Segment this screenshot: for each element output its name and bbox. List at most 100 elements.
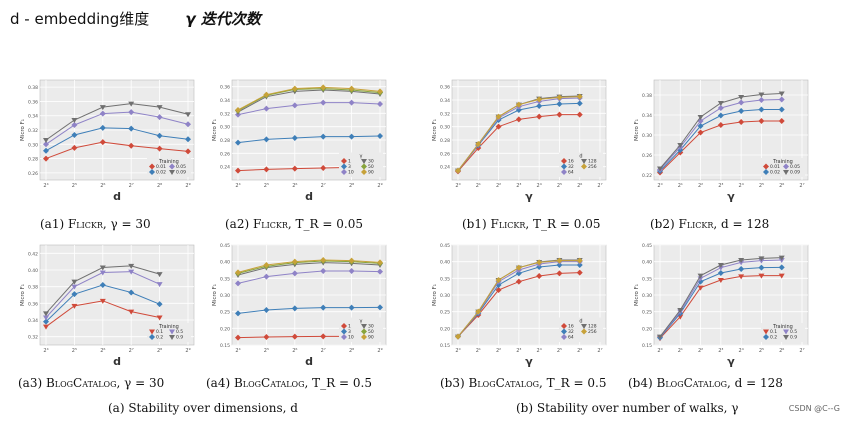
data-point xyxy=(677,314,684,320)
legend-marker xyxy=(341,163,347,170)
y-tick-label: 0.30 xyxy=(440,293,450,299)
x-tick-label: 2¹ xyxy=(476,348,481,354)
chart-svg-b3: 0.15 0.20 0.25 0.30 0.35 0.40 0.45 2⁰ 2¹ 2² 2³ 2⁴ 2⁵… xyxy=(432,243,607,368)
legend-label: 128 xyxy=(588,324,597,330)
data-point xyxy=(263,166,270,173)
data-point xyxy=(235,280,241,287)
x-tick-label: 2⁸ xyxy=(157,183,162,189)
legend-marker xyxy=(581,328,587,335)
data-point xyxy=(576,269,583,276)
legend-label: 10 xyxy=(348,335,354,341)
data-point xyxy=(717,265,724,271)
y-tick-label: 0.20 xyxy=(642,326,652,332)
y-tick-label: 0.34 xyxy=(220,98,230,104)
data-point xyxy=(156,132,163,139)
x-tick-label: 2⁴ xyxy=(537,348,542,354)
legend-label: 16 xyxy=(568,159,574,165)
legend-marker xyxy=(581,163,587,170)
data-point xyxy=(235,139,241,146)
x-tick-label: 2⁴ xyxy=(43,348,48,354)
data-point xyxy=(320,257,327,263)
y-tick-label: 0.40 xyxy=(28,268,38,274)
y-axis-label: Micro F₁ xyxy=(212,284,218,306)
chart-svg-b1: 0.24 0.26 0.28 0.30 0.32 0.34 0.36 2⁰ 2¹ 2² 2³ 2⁴ 2⁵… xyxy=(432,79,607,203)
data-point xyxy=(99,139,106,146)
data-point xyxy=(495,113,502,120)
x-tick-label: 2⁴ xyxy=(739,183,744,189)
legend-label: 32 xyxy=(568,164,574,170)
y-tick-label: 0.15 xyxy=(642,343,652,349)
legend-title: Training xyxy=(158,159,179,165)
data-point xyxy=(43,155,49,162)
x-tick-label: 2⁶ xyxy=(577,348,582,354)
x-tick-label: 2⁷ xyxy=(597,348,602,354)
legend-title: Training xyxy=(772,324,793,330)
y-tick-label: 0.24 xyxy=(440,165,450,171)
y-tick-label: 0.24 xyxy=(220,165,230,171)
data-point xyxy=(235,269,241,276)
legend xyxy=(761,323,805,342)
data-point xyxy=(43,324,49,330)
data-point xyxy=(377,133,383,139)
series-line-90 xyxy=(237,86,381,111)
data-point xyxy=(43,147,49,154)
data-point xyxy=(291,85,298,92)
data-point xyxy=(377,268,383,275)
data-point xyxy=(235,334,241,341)
legend xyxy=(761,158,805,177)
legend-label: 0.9 xyxy=(790,335,797,341)
series-line-3 xyxy=(237,135,381,144)
x-tick-label: 2⁶ xyxy=(779,348,784,354)
y-tick-label: 0.45 xyxy=(642,243,652,249)
legend-label: 256 xyxy=(588,329,597,335)
x-tick-label: 2⁹ xyxy=(377,183,382,189)
data-point xyxy=(778,264,785,271)
data-point xyxy=(377,304,383,311)
data-point xyxy=(291,102,298,109)
x-tick-label: 2¹ xyxy=(476,183,481,189)
chart-a2: 0.24 0.26 0.28 0.30 0.32 0.34 0.36 2⁴ 2⁵ 2⁶ 2⁷ 2⁸ 2⁹… xyxy=(210,72,392,204)
y-tick-label: 0.38 xyxy=(642,93,652,99)
data-point xyxy=(71,132,78,138)
data-point xyxy=(455,167,461,174)
data-point xyxy=(758,264,765,271)
x-tick-label: 2⁷ xyxy=(321,348,326,354)
data-point xyxy=(778,91,785,97)
series-line-30 xyxy=(237,262,381,276)
chart-b4: 0.15 0.20 0.25 0.30 0.35 0.40 0.45 2⁰ 2¹ 2² 2³ 2⁴ 2⁵… xyxy=(632,237,814,369)
y-tick-label: 0.40 xyxy=(220,260,230,266)
data-point xyxy=(556,111,563,118)
data-point xyxy=(185,112,191,118)
series-line-90 xyxy=(237,259,381,273)
series-line-0.09 xyxy=(45,103,189,141)
y-tick-label: 0.36 xyxy=(220,85,230,91)
x-tick-label: 2³ xyxy=(516,183,521,189)
data-point xyxy=(156,145,163,152)
legend-marker xyxy=(581,159,587,164)
legend-label: 0.1 xyxy=(770,329,777,335)
legend-label: 3 xyxy=(348,164,351,170)
x-tick-label: 2⁹ xyxy=(377,348,382,354)
page-title: d - embedding维度 γ 迭代次数 xyxy=(10,8,261,29)
data-point xyxy=(185,136,191,143)
data-point xyxy=(291,305,298,312)
y-axis-label: Micro F₁ xyxy=(212,119,218,141)
x-axis-label: d xyxy=(305,190,313,203)
y-tick-label: 0.26 xyxy=(28,171,38,177)
x-tick-label: 2² xyxy=(698,183,703,189)
y-tick-label: 0.45 xyxy=(220,243,230,249)
legend-marker xyxy=(561,323,567,329)
data-point xyxy=(738,95,745,100)
legend-title: d xyxy=(579,319,582,325)
series-line-50 xyxy=(237,260,381,274)
legend-marker xyxy=(783,170,789,175)
data-point xyxy=(156,272,163,278)
data-point xyxy=(320,268,327,274)
data-point xyxy=(99,270,106,276)
chart-b2: 0.22 0.26 0.30 0.34 0.38 2⁰ 2¹ 2² 2³ 2⁴ 2⁵ 2⁶ 2⁷ γ Mic… xyxy=(632,72,814,204)
x-tick-label: 2⁴ xyxy=(235,183,240,189)
title-embedding-dimension: d - embedding维度 xyxy=(10,10,150,28)
legend-marker xyxy=(561,328,567,335)
data-point xyxy=(536,103,543,109)
legend-marker xyxy=(341,158,347,164)
